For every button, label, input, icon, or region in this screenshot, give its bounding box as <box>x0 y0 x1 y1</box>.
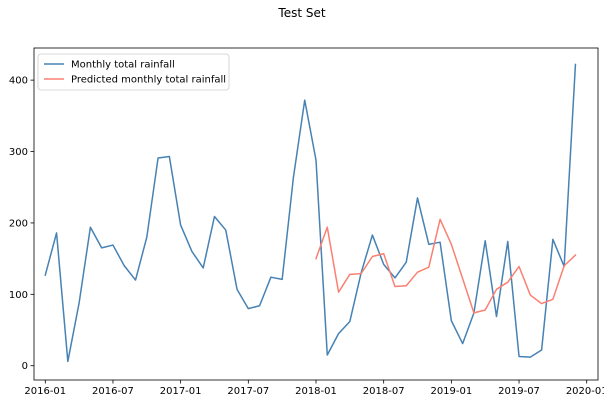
x-tick-label: 2019-01 <box>430 386 472 397</box>
legend-box <box>37 53 230 91</box>
y-axis: 0 100 200 300 400 <box>9 76 34 372</box>
x-tick-label: 2018-01 <box>295 386 337 397</box>
legend-label-monthly-total-rainfall: Monthly total rainfall <box>71 60 175 71</box>
y-tick-label: 0 <box>22 361 28 372</box>
x-tick-label: 2020-01 <box>566 386 604 397</box>
y-tick-label: 400 <box>9 76 28 87</box>
x-tick-label: 2016-01 <box>24 386 66 397</box>
legend: Monthly total rainfall Predicted monthly… <box>37 53 230 91</box>
x-tick-label: 2018-07 <box>363 386 405 397</box>
y-tick-label: 100 <box>9 290 28 301</box>
x-tick-label: 2017-01 <box>160 386 202 397</box>
x-axis: 2016-01 2016-07 2017-01 2017-07 2018-01 2018-… <box>24 380 604 397</box>
x-tick-label: 2017-07 <box>227 386 269 397</box>
y-tick-label: 200 <box>9 218 28 229</box>
series-line-predicted-monthly-total-rainfall <box>315 218 577 314</box>
series-layer <box>44 63 577 363</box>
x-tick-label: 2019-07 <box>498 386 540 397</box>
x-tick-label: 2016-07 <box>92 386 134 397</box>
series-line-monthly-total-rainfall <box>44 63 577 363</box>
plot-area <box>33 47 599 381</box>
legend-label-predicted-monthly-total-rainfall: Predicted monthly total rainfall <box>71 75 226 86</box>
y-tick-label: 300 <box>9 147 28 158</box>
chart-title: Test Set <box>277 6 325 20</box>
